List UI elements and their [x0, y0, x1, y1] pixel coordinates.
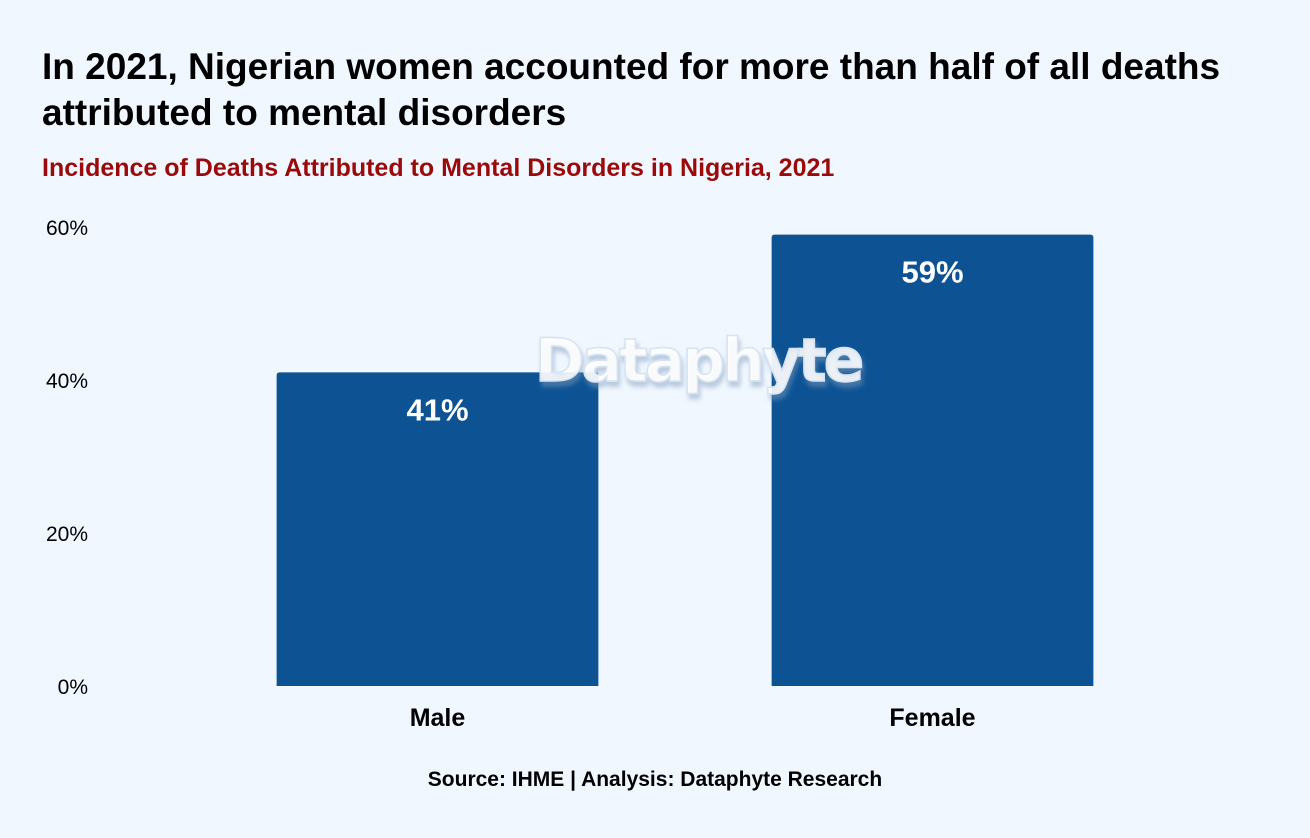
bar-male [276, 372, 599, 686]
bars-group: 41% 59% [276, 234, 1094, 686]
chart-title: In 2021, Nigerian women accounted for mo… [42, 46, 1221, 133]
x-tick-label: Male [410, 704, 466, 732]
y-tick-label: 0% [58, 676, 88, 699]
y-tick-label: 60% [46, 217, 88, 240]
x-axis: Male Female [410, 704, 976, 732]
dataphyte-watermark: Dataphyte [535, 326, 862, 396]
y-tick-label: 40% [46, 370, 88, 393]
chart-subtitle: Incidence of Deaths Attributed to Mental… [42, 154, 835, 182]
bar-female [771, 234, 1094, 686]
bar-chart: 0% 20% 40% 60% 41% 59% Male Female Dataphyte [46, 217, 1094, 732]
y-tick-label: 20% [46, 523, 88, 546]
source-note: Source: IHME | Analysis: Dataphyte Resea… [427, 768, 883, 791]
y-axis: 0% 20% 40% 60% [46, 217, 88, 699]
x-tick-label: Female [889, 704, 975, 732]
bar-value-label: 41% [406, 392, 468, 427]
bar-value-label: 59% [901, 255, 963, 290]
